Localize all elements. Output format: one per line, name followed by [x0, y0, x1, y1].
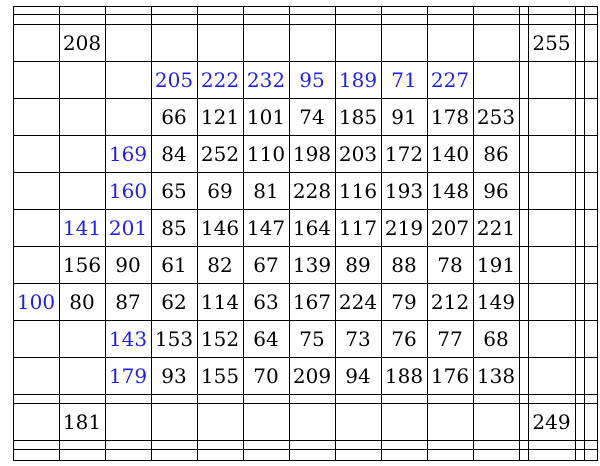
grid-cell: 80	[69, 289, 95, 314]
grid-cell: 94	[345, 363, 371, 388]
grid-cell: 138	[476, 363, 516, 388]
grid-cell: 193	[384, 178, 424, 203]
grid-cell: 203	[338, 141, 378, 166]
grid-cell: 152	[200, 326, 240, 351]
grid-cell: 198	[292, 141, 332, 166]
grid-cell: 114	[200, 289, 240, 314]
grid-cell: 205	[154, 67, 194, 92]
grid-cell: 191	[476, 252, 516, 277]
grid-cell: 68	[483, 326, 509, 351]
grid-cell: 253	[476, 104, 516, 129]
grid-cell: 185	[338, 104, 378, 129]
grid-cell: 156	[62, 252, 102, 277]
grid-cell: 222	[200, 67, 240, 92]
grid-cell: 63	[253, 289, 279, 314]
grid-cell: 73	[345, 326, 371, 351]
grid-cell: 153	[154, 326, 194, 351]
grid-cell: 201	[108, 215, 148, 240]
grid-cell: 100	[16, 289, 56, 314]
grid-cell: 189	[338, 67, 378, 92]
grid-cell: 67	[253, 252, 279, 277]
grid-cell: 255	[532, 30, 571, 55]
grid-cell: 88	[391, 252, 417, 277]
grid-cell: 148	[430, 178, 470, 203]
grid-cell: 89	[345, 252, 371, 277]
grid-cell: 232	[246, 67, 286, 92]
grid-cell: 90	[115, 252, 141, 277]
grid-cell: 110	[246, 141, 286, 166]
grid-cell: 209	[292, 363, 332, 388]
grid-cell: 146	[200, 215, 240, 240]
grid-cell: 208	[62, 30, 102, 55]
grid-cell: 155	[200, 363, 240, 388]
grid-cell: 207	[430, 215, 470, 240]
grid-cell: 79	[391, 289, 417, 314]
grid-cell: 85	[161, 215, 187, 240]
grid-cell: 160	[108, 178, 148, 203]
grid-cell: 179	[108, 363, 148, 388]
grid-cell: 78	[437, 252, 463, 277]
grid-cell: 69	[207, 178, 233, 203]
grid-cell: 93	[161, 363, 187, 388]
grid-cell: 227	[430, 67, 470, 92]
grid-cell: 212	[430, 289, 470, 314]
grid-cell: 75	[299, 326, 325, 351]
grid-cell: 95	[299, 67, 325, 92]
grid-cell: 117	[338, 215, 378, 240]
grid-cell: 77	[437, 326, 463, 351]
grid-cell: 147	[246, 215, 286, 240]
grid-cell: 87	[115, 289, 141, 314]
grid-cell: 221	[476, 215, 516, 240]
grid-cell: 249	[532, 409, 571, 434]
grid-cell: 91	[391, 104, 417, 129]
grid-cell: 66	[161, 104, 187, 129]
grid-cell: 96	[483, 178, 509, 203]
grid-cell: 71	[391, 67, 417, 92]
grid-cell: 181	[62, 409, 102, 434]
grid-cell: 178	[430, 104, 470, 129]
grid-cell: 252	[200, 141, 240, 166]
grid-cell: 121	[200, 104, 240, 129]
grid-cell: 62	[161, 289, 187, 314]
grid-cell: 140	[430, 141, 470, 166]
grid-cell: 76	[391, 326, 417, 351]
grid-cell: 169	[108, 141, 148, 166]
grid-cell: 149	[476, 289, 516, 314]
grid-cell: 64	[253, 326, 279, 351]
grid-cell: 228	[292, 178, 332, 203]
grid-cell: 167	[292, 289, 332, 314]
grid-cell: 74	[299, 104, 325, 129]
grid-cell: 224	[338, 289, 378, 314]
grid-cell: 219	[384, 215, 424, 240]
grid-cell: 164	[292, 215, 332, 240]
grid-cell: 116	[338, 178, 378, 203]
grid-cell: 101	[246, 104, 286, 129]
grid-cell: 81	[253, 178, 279, 203]
grid-cell: 176	[430, 363, 470, 388]
grid-cell: 172	[384, 141, 424, 166]
grid-cell: 84	[161, 141, 187, 166]
grid-cell: 139	[292, 252, 332, 277]
grid-cell: 143	[108, 326, 148, 351]
grid-cell: 65	[161, 178, 187, 203]
grid-cell: 82	[207, 252, 233, 277]
grid-cell: 141	[62, 215, 102, 240]
grid-cell: 70	[253, 363, 279, 388]
grid-cell: 86	[483, 141, 509, 166]
grid-cell: 61	[161, 252, 187, 277]
grid-cell: 188	[384, 363, 424, 388]
